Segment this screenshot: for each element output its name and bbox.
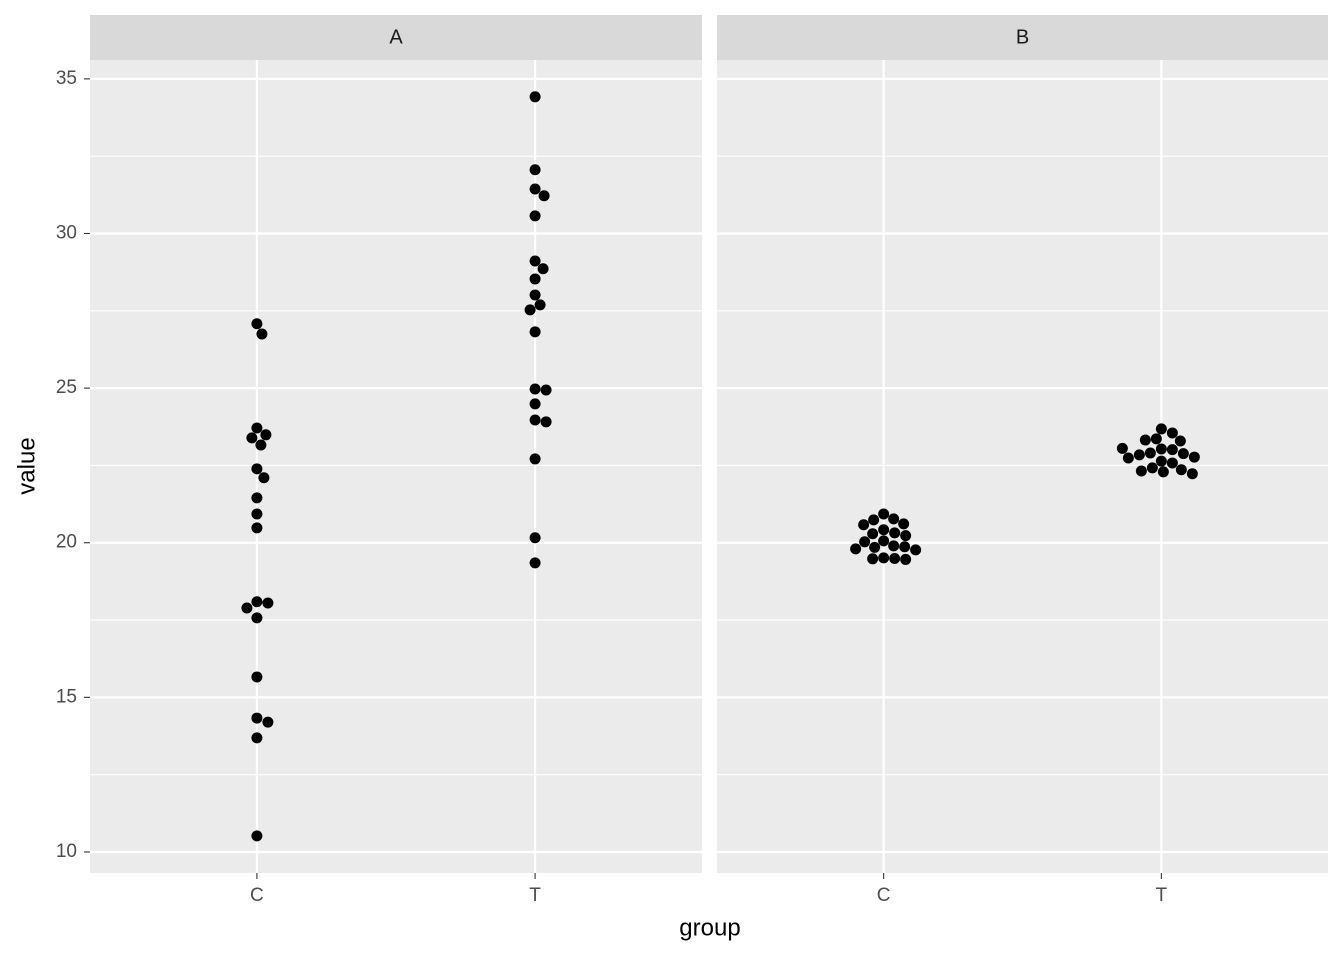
point xyxy=(1186,468,1198,480)
point xyxy=(529,183,541,195)
point xyxy=(900,553,912,565)
point xyxy=(899,541,911,553)
point xyxy=(260,429,272,441)
x-axis-title: group xyxy=(679,914,740,941)
point xyxy=(1135,465,1147,477)
panel-background xyxy=(90,60,702,873)
point xyxy=(529,273,541,285)
point xyxy=(529,326,541,338)
point xyxy=(540,416,552,428)
point xyxy=(246,432,258,444)
x-tick-label: C xyxy=(877,885,891,906)
point xyxy=(888,540,900,552)
point xyxy=(251,596,263,608)
point xyxy=(878,535,890,547)
point xyxy=(878,524,890,536)
point xyxy=(255,439,267,451)
point xyxy=(1188,451,1200,463)
y-tick-label: 35 xyxy=(56,68,77,89)
point xyxy=(529,210,541,222)
point xyxy=(859,536,871,548)
point xyxy=(1122,452,1134,464)
strip xyxy=(90,15,702,60)
point xyxy=(889,552,901,564)
point xyxy=(868,514,880,526)
y-tick-label: 20 xyxy=(56,532,77,553)
point xyxy=(900,530,912,542)
point xyxy=(262,597,274,609)
point xyxy=(256,328,268,340)
point xyxy=(251,492,263,504)
point xyxy=(251,671,263,683)
point xyxy=(538,190,550,202)
point xyxy=(869,541,881,553)
point xyxy=(537,263,549,275)
point xyxy=(1116,442,1128,454)
point xyxy=(540,384,552,396)
x-tick-label: T xyxy=(1156,885,1168,906)
point xyxy=(251,732,263,744)
point xyxy=(1133,449,1145,461)
point xyxy=(529,398,541,410)
panel-background xyxy=(717,60,1328,873)
point xyxy=(529,383,541,395)
point xyxy=(888,513,900,525)
point xyxy=(251,712,263,724)
y-tick-label: 25 xyxy=(56,377,77,398)
point xyxy=(1150,433,1162,445)
point xyxy=(1157,466,1169,478)
point xyxy=(1144,447,1156,459)
point xyxy=(1174,435,1186,447)
point xyxy=(529,532,541,544)
point xyxy=(529,91,541,103)
point xyxy=(529,453,541,465)
point xyxy=(529,289,541,301)
strip xyxy=(717,15,1328,60)
point xyxy=(1177,448,1189,460)
point xyxy=(850,543,862,555)
point xyxy=(1166,457,1178,469)
point xyxy=(529,414,541,426)
point xyxy=(251,612,263,624)
point xyxy=(251,463,263,475)
y-axis-title: value xyxy=(13,437,40,494)
point xyxy=(898,518,910,530)
point xyxy=(1175,464,1187,476)
point xyxy=(867,553,879,565)
point xyxy=(529,164,541,176)
point xyxy=(241,602,253,614)
strip-label: B xyxy=(1016,26,1029,48)
strip-label: A xyxy=(389,26,403,48)
point xyxy=(251,508,263,520)
point xyxy=(858,519,870,531)
point xyxy=(251,522,263,534)
point xyxy=(910,544,922,556)
point xyxy=(1166,427,1178,439)
point xyxy=(889,527,901,539)
point xyxy=(1155,455,1167,467)
point xyxy=(1166,444,1178,456)
point xyxy=(529,557,541,569)
y-tick-label: 10 xyxy=(56,841,77,862)
point xyxy=(258,472,270,484)
point xyxy=(251,318,263,330)
point xyxy=(262,716,274,728)
point xyxy=(529,255,541,267)
point xyxy=(251,422,263,434)
y-tick-label: 15 xyxy=(56,686,77,707)
y-tick-label: 30 xyxy=(56,223,77,244)
x-tick-label: T xyxy=(529,885,541,906)
point xyxy=(534,299,546,311)
point xyxy=(524,304,536,316)
x-tick-label: C xyxy=(250,885,264,906)
point xyxy=(251,830,263,842)
point xyxy=(1155,443,1167,455)
point xyxy=(878,508,890,520)
point xyxy=(1139,434,1151,446)
point xyxy=(867,528,879,540)
point xyxy=(878,552,890,564)
point xyxy=(1155,423,1167,435)
point xyxy=(1146,462,1158,474)
